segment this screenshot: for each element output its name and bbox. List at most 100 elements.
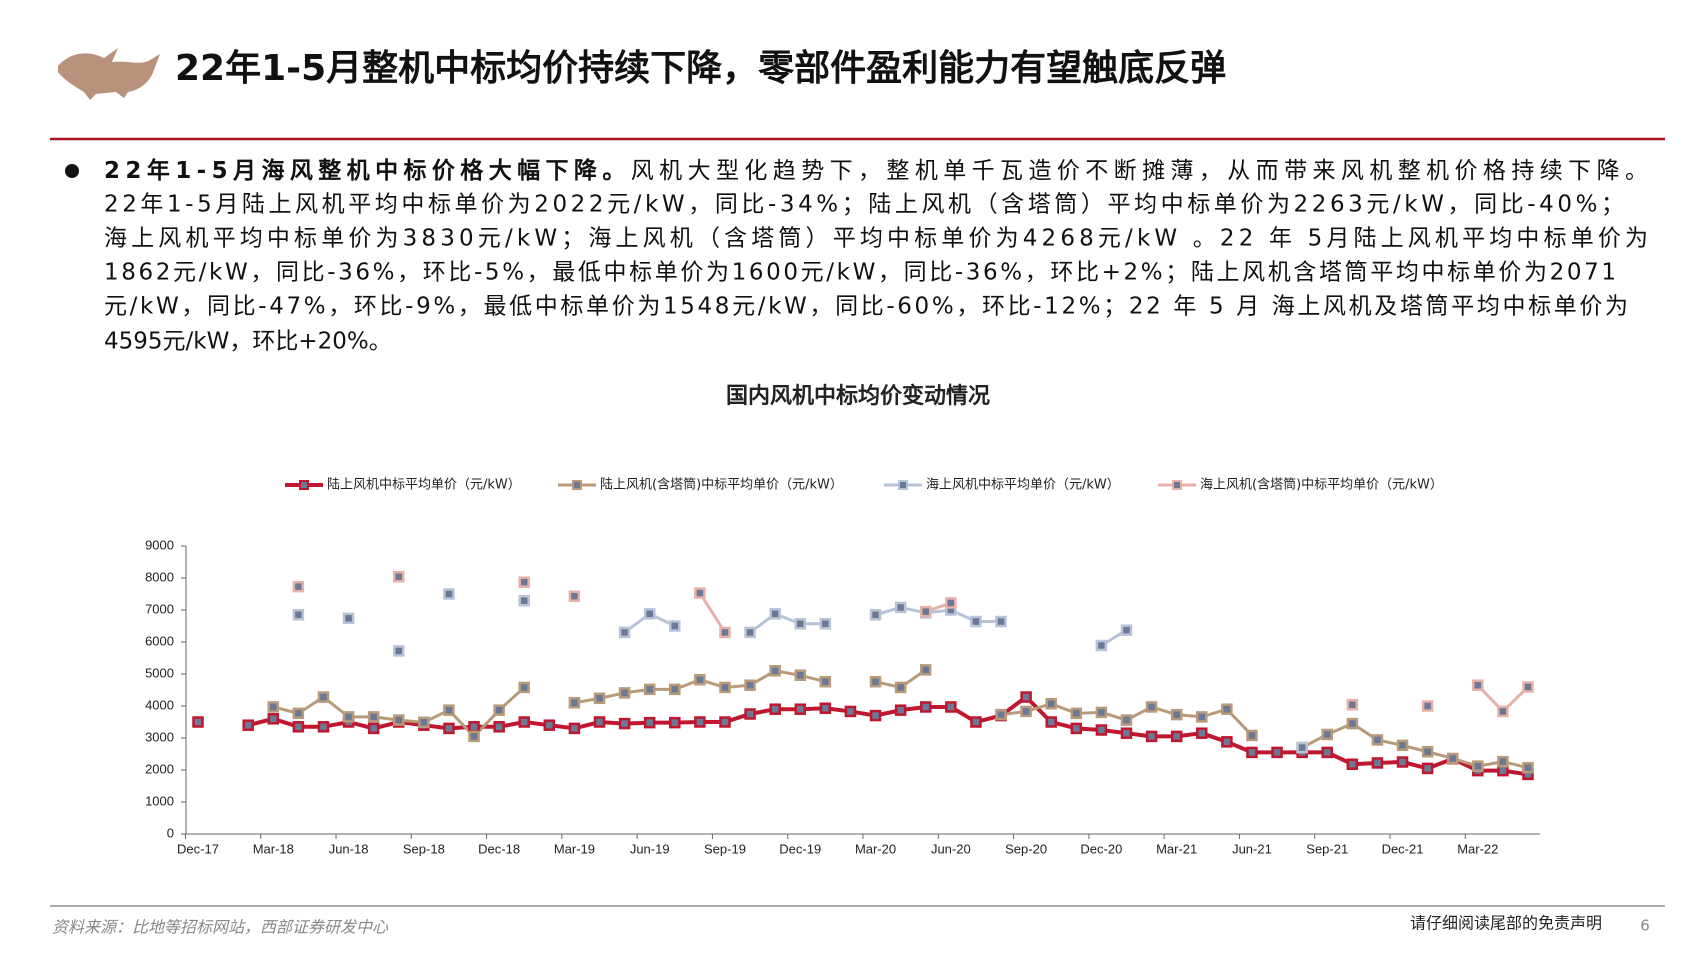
y-tick-label: 6000 bbox=[145, 633, 174, 648]
point-marker bbox=[1020, 691, 1032, 703]
point-marker bbox=[643, 716, 656, 729]
point-marker bbox=[292, 609, 305, 621]
point-marker bbox=[669, 620, 681, 632]
point-marker bbox=[543, 719, 556, 731]
x-tick-label: Dec-20 bbox=[1080, 841, 1122, 856]
point-marker bbox=[970, 716, 982, 728]
point-marker bbox=[242, 719, 254, 731]
x-tick-label: Mar-18 bbox=[253, 841, 294, 856]
point-marker bbox=[292, 707, 305, 720]
point-marker bbox=[1346, 698, 1359, 711]
bullet-line: 海上风机平均中标单价为3830元/kW；海上风机（含塔筒）平均中标单价为4268… bbox=[104, 226, 1648, 252]
x-tick-label: Mar-19 bbox=[554, 841, 595, 856]
disclaimer: 请仔细阅读尾部的免责声明 bbox=[1410, 914, 1602, 933]
point-marker bbox=[393, 645, 405, 657]
point-marker bbox=[769, 703, 781, 715]
x-tick-label: Sep-19 bbox=[704, 841, 746, 856]
point-marker bbox=[342, 711, 355, 723]
point-marker bbox=[1421, 762, 1434, 775]
point-marker bbox=[618, 717, 631, 730]
point-marker bbox=[669, 716, 681, 729]
point-marker bbox=[1421, 746, 1434, 758]
legend-marker bbox=[299, 480, 309, 490]
point-marker bbox=[267, 701, 280, 713]
x-tick-label: Jun-19 bbox=[630, 841, 670, 856]
x-tick-label: Dec-21 bbox=[1382, 841, 1424, 856]
y-tick-label: 4000 bbox=[145, 697, 174, 712]
point-marker bbox=[643, 608, 656, 620]
legend-marker bbox=[1172, 480, 1182, 490]
point-marker bbox=[1145, 730, 1158, 743]
point-marker bbox=[894, 704, 907, 716]
point-marker bbox=[1497, 755, 1509, 768]
point-marker bbox=[1472, 679, 1484, 691]
y-tick-label: 9000 bbox=[145, 537, 174, 552]
y-tick-label: 8000 bbox=[145, 569, 174, 584]
y-tick-label: 5000 bbox=[145, 665, 174, 680]
point-marker bbox=[518, 594, 530, 607]
point-marker bbox=[1246, 729, 1258, 742]
point-marker bbox=[1095, 639, 1108, 652]
x-tick-label: Jun-20 bbox=[931, 841, 971, 856]
x-tick-label: Dec-19 bbox=[779, 841, 821, 856]
point-marker bbox=[869, 675, 882, 688]
y-tick-label: 2000 bbox=[145, 761, 174, 776]
point-marker bbox=[869, 609, 882, 621]
y-tick-label: 3000 bbox=[145, 729, 174, 744]
point-marker bbox=[1371, 757, 1384, 769]
legend-marker bbox=[572, 480, 582, 490]
series-line bbox=[247, 694, 1529, 777]
bullet-line: 1862元/kW，同比-36%，环比-5%，最低中标单价为1600元/kW，同比… bbox=[104, 260, 1616, 286]
point-marker bbox=[995, 615, 1007, 628]
point-marker bbox=[1421, 700, 1434, 712]
point-marker bbox=[669, 683, 681, 696]
point-marker bbox=[1196, 727, 1208, 739]
x-tick-label: Dec-17 bbox=[177, 841, 219, 856]
bullet-lead: 22年1-5月海风整机中标价格大幅下降。 bbox=[104, 157, 625, 184]
point-marker bbox=[744, 626, 756, 639]
point-marker bbox=[443, 722, 455, 735]
point-marker bbox=[1371, 734, 1384, 746]
point-marker bbox=[1522, 761, 1534, 774]
point-marker bbox=[769, 665, 781, 677]
point-marker bbox=[1346, 717, 1359, 730]
point-marker bbox=[794, 669, 807, 682]
point-marker bbox=[367, 711, 380, 723]
point-marker bbox=[719, 626, 731, 639]
point-marker bbox=[1020, 705, 1032, 718]
y-tick-label: 0 bbox=[167, 825, 174, 840]
bullet-line: 22年1-5月陆上风机平均中标单价为2022元/kW，同比-34%；陆上风机（含… bbox=[104, 192, 1624, 218]
point-marker bbox=[342, 612, 355, 625]
point-marker bbox=[518, 576, 530, 588]
point-marker bbox=[1321, 728, 1333, 741]
point-marker bbox=[1246, 746, 1258, 759]
point-marker bbox=[719, 681, 731, 694]
point-marker bbox=[1396, 756, 1409, 768]
point-marker bbox=[1070, 707, 1083, 720]
point-marker bbox=[1522, 681, 1534, 693]
slide-title: 22年1-5月整机中标均价持续下降，零部件盈利能力有望触底反弹 bbox=[175, 48, 1226, 89]
point-marker bbox=[1070, 722, 1083, 735]
point-marker bbox=[945, 701, 957, 713]
point-marker bbox=[794, 618, 807, 630]
legend-label: 海上风机(含塔筒)中标平均单价（元/kW） bbox=[1200, 477, 1443, 493]
point-marker bbox=[192, 716, 204, 728]
point-marker bbox=[317, 691, 330, 703]
point-marker bbox=[593, 716, 606, 728]
point-marker bbox=[819, 618, 832, 630]
chart: 0 1000 2000 3000 4000 5000 6000 7000 8000 9000 Dec… bbox=[145, 477, 1540, 856]
point-marker bbox=[393, 570, 405, 583]
legend-label: 海上风机中标平均单价（元/kW） bbox=[926, 478, 1120, 493]
point-marker bbox=[819, 675, 832, 688]
point-marker bbox=[468, 730, 480, 743]
point-marker bbox=[894, 681, 907, 694]
point-marker bbox=[744, 679, 756, 691]
point-marker bbox=[443, 588, 455, 600]
point-marker bbox=[694, 587, 706, 599]
point-marker bbox=[1296, 741, 1308, 754]
point-marker bbox=[995, 708, 1007, 721]
x-tick-label: Mar-22 bbox=[1457, 841, 1498, 856]
bullet-line: 22年1-5月海风整机中标价格大幅下降。 风机大型化趋势下，整机单千瓦造价不断摊薄… bbox=[104, 157, 1648, 184]
point-marker bbox=[1095, 724, 1108, 736]
